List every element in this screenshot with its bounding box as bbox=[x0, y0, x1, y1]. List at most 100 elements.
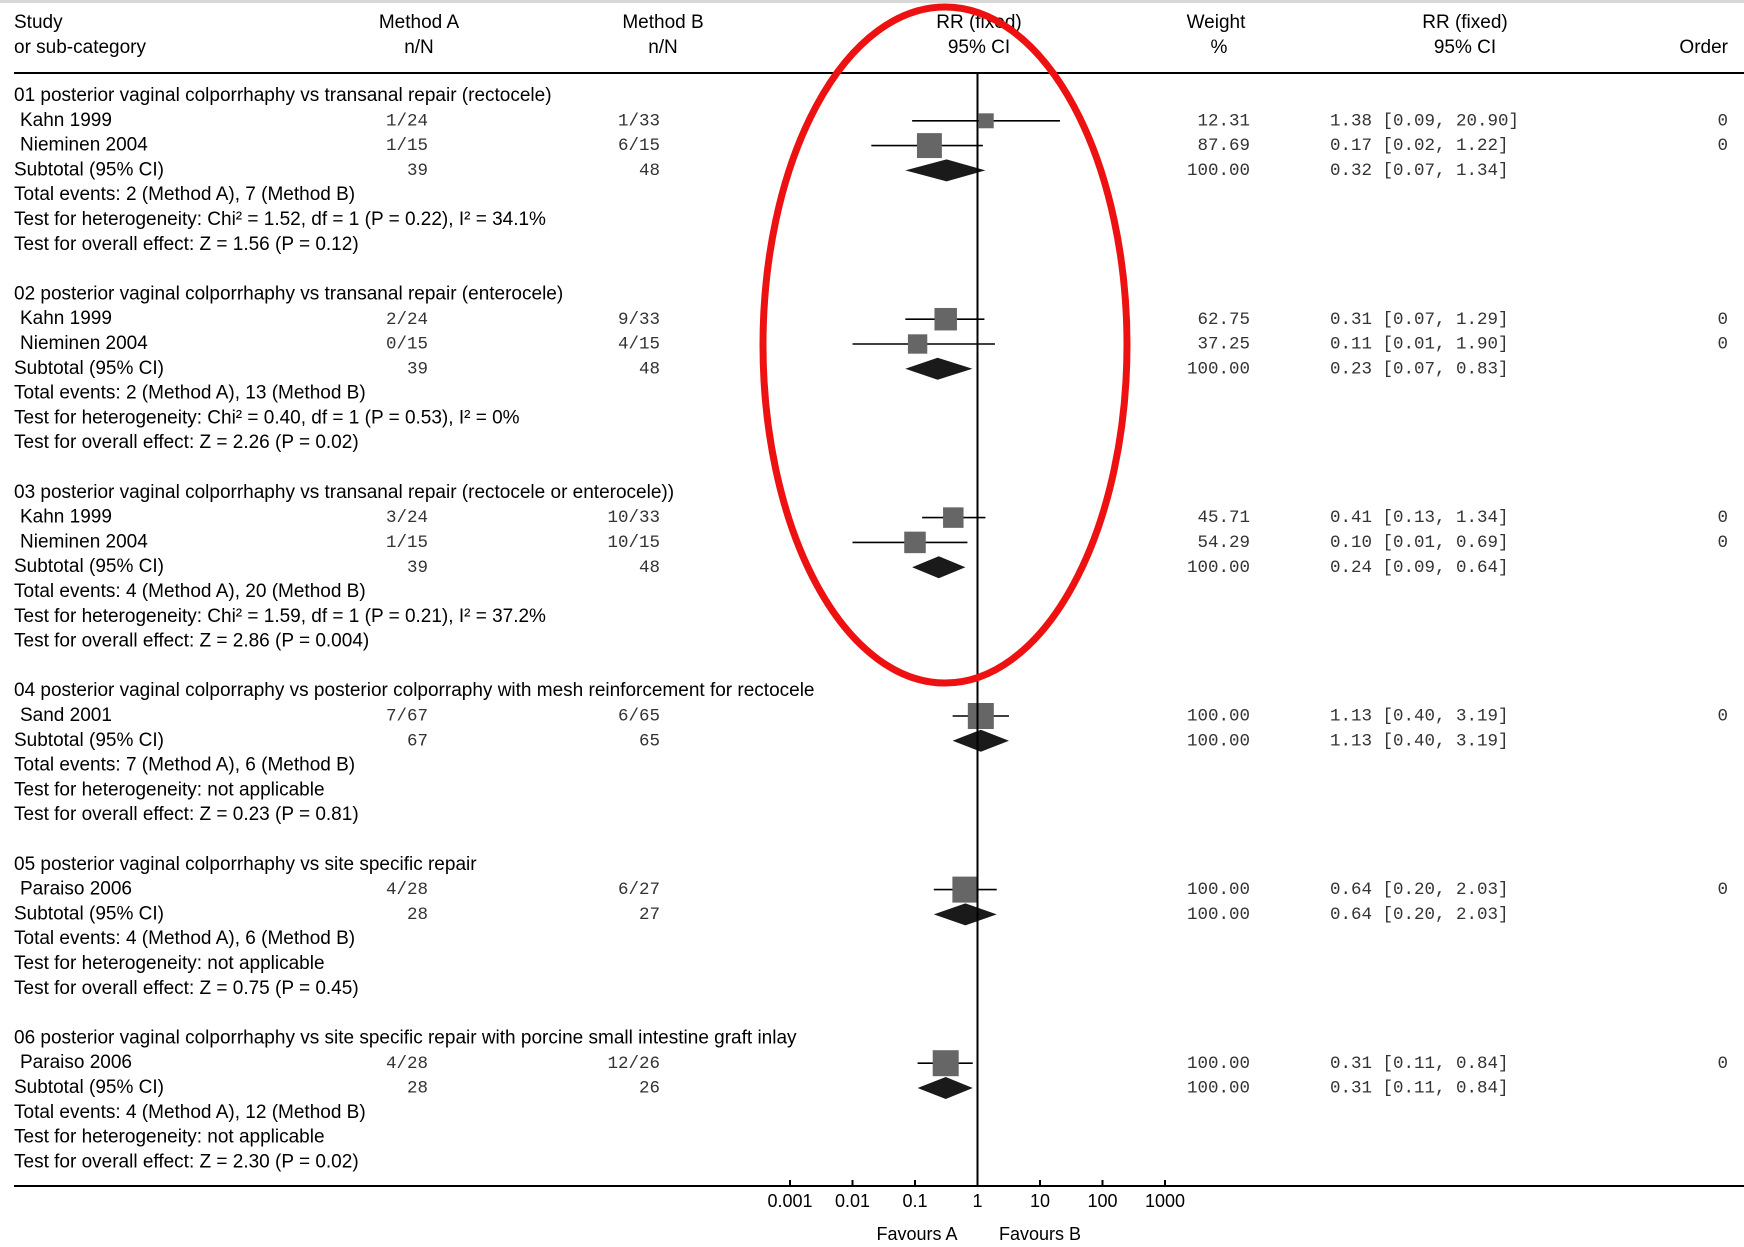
study-order: 0 bbox=[1717, 508, 1728, 528]
study-rr-ci: 0.64 [0.20, 2.03] bbox=[1330, 880, 1509, 900]
subtotal-b: 26 bbox=[639, 1079, 660, 1099]
header-method-a: Method A bbox=[379, 12, 460, 33]
study-row: Nieminen 2004 0/15 4/15 37.25 0.11 [0.01, 1.… bbox=[20, 333, 1728, 355]
subgroup-title: 03 posterior vaginal colporrhaphy vs tra… bbox=[14, 482, 674, 503]
study-weight: 100.00 bbox=[1187, 707, 1250, 727]
subgroup-note: Test for heterogeneity: not applicable bbox=[14, 779, 325, 800]
x-axis: 0.001 0.01 0.1 1 10 100 1000 Favours A Favours B bbox=[14, 74, 1744, 1244]
study-weight: 62.75 bbox=[1197, 310, 1250, 330]
point-estimate-square bbox=[904, 531, 926, 554]
header-method-a-sub: n/N bbox=[404, 37, 434, 58]
subgroup-title: 02 posterior vaginal colporrhaphy vs tra… bbox=[14, 283, 563, 304]
subtotal-diamond bbox=[912, 556, 966, 579]
subtotal-rr-ci: 0.23 [0.07, 0.83] bbox=[1330, 359, 1509, 379]
subtotal-rr-ci: 0.24 [0.09, 0.64] bbox=[1330, 558, 1509, 578]
study-weight: 100.00 bbox=[1187, 1054, 1250, 1074]
subgroup-note: Total events: 2 (Method A), 7 (Method B) bbox=[14, 184, 355, 205]
subgroup-note: Total events: 7 (Method A), 6 (Method B) bbox=[14, 755, 355, 776]
method-b-events: 12/26 bbox=[607, 1054, 660, 1074]
subtotal-rr-ci: 1.13 [0.40, 3.19] bbox=[1330, 731, 1509, 751]
study-row: Nieminen 2004 1/15 6/15 87.69 0.17 [0.02, 1.… bbox=[20, 133, 1728, 159]
method-b-events: 1/33 bbox=[618, 111, 660, 131]
subgroup-note: Test for overall effect: Z = 0.23 (P = 0… bbox=[14, 804, 359, 825]
study-order: 0 bbox=[1717, 310, 1728, 330]
subgroup-note: Total events: 4 (Method A), 20 (Method B… bbox=[14, 581, 366, 602]
subtotal-a: 39 bbox=[407, 359, 428, 379]
study-row: Kahn 1999 3/24 10/33 45.71 0.41 [0.13, 1.34]… bbox=[20, 507, 1728, 529]
subgroup-note: Test for overall effect: Z = 2.30 (P = 0… bbox=[14, 1151, 359, 1172]
study-weight: 54.29 bbox=[1197, 533, 1250, 553]
forest-rows: 01 posterior vaginal colporrhaphy vs tra… bbox=[14, 85, 1728, 1172]
point-estimate-square bbox=[916, 133, 942, 159]
subtotal-label: Subtotal (95% CI) bbox=[14, 159, 164, 180]
subgroup-title: 04 posterior vaginal colporraphy vs post… bbox=[14, 680, 815, 701]
point-estimate-square bbox=[943, 507, 964, 528]
subgroup-note: Test for heterogeneity: Chi² = 1.59, df … bbox=[14, 606, 546, 627]
subtotal-weight: 100.00 bbox=[1187, 905, 1250, 925]
axis-tick-label: 0.001 bbox=[767, 1191, 812, 1211]
study-name: Kahn 1999 bbox=[20, 308, 112, 329]
subtotal-weight: 100.00 bbox=[1187, 1079, 1250, 1099]
subgroup-note: Test for heterogeneity: not applicable bbox=[14, 953, 325, 974]
study-order: 0 bbox=[1717, 136, 1728, 156]
method-b-events: 6/15 bbox=[618, 136, 660, 156]
header-study: Study bbox=[14, 12, 63, 33]
study-name: Paraiso 2006 bbox=[20, 879, 132, 900]
method-a-events: 4/28 bbox=[386, 1054, 428, 1074]
method-a-events: 4/28 bbox=[386, 880, 428, 900]
subtotal-label: Subtotal (95% CI) bbox=[14, 903, 164, 924]
study-name: Nieminen 2004 bbox=[20, 135, 148, 156]
subtotal-row: Subtotal (95% CI) 67 65 100.00 1.13 [0.40, 3… bbox=[14, 729, 1509, 752]
subtotal-row: Subtotal (95% CI) 28 26 100.00 0.31 [0.11, 0… bbox=[14, 1077, 1509, 1099]
subgroup-5: 05 posterior vaginal colporrhaphy vs sit… bbox=[14, 854, 1728, 999]
study-rr-ci: 0.11 [0.01, 1.90] bbox=[1330, 335, 1509, 355]
subtotal-b: 48 bbox=[639, 558, 660, 578]
annotation-layer bbox=[759, 3, 1131, 687]
axis-tick-label: 0.1 bbox=[902, 1191, 927, 1211]
study-name: Nieminen 2004 bbox=[20, 531, 148, 552]
study-rr-ci: 0.10 [0.01, 0.69] bbox=[1330, 533, 1509, 553]
subtotal-a: 28 bbox=[407, 905, 428, 925]
study-order: 0 bbox=[1717, 880, 1728, 900]
subtotal-label: Subtotal (95% CI) bbox=[14, 556, 164, 577]
study-order: 0 bbox=[1717, 1054, 1728, 1074]
subtotal-label: Subtotal (95% CI) bbox=[14, 358, 164, 379]
study-weight: 100.00 bbox=[1187, 880, 1250, 900]
subtotal-a: 28 bbox=[407, 1079, 428, 1099]
method-b-events: 4/15 bbox=[618, 335, 660, 355]
study-name: Paraiso 2006 bbox=[20, 1052, 132, 1073]
study-weight: 12.31 bbox=[1197, 111, 1250, 131]
method-a-events: 7/67 bbox=[386, 707, 428, 727]
subtotal-a: 39 bbox=[407, 558, 428, 578]
subtotal-weight: 100.00 bbox=[1187, 731, 1250, 751]
study-rr-ci: 0.17 [0.02, 1.22] bbox=[1330, 136, 1509, 156]
subtotal-a: 39 bbox=[407, 161, 428, 181]
subgroup-title: 05 posterior vaginal colporrhaphy vs sit… bbox=[14, 854, 477, 875]
method-b-events: 10/15 bbox=[607, 533, 660, 553]
header-method-b: Method B bbox=[622, 12, 703, 33]
point-estimate-square bbox=[934, 307, 957, 331]
axis-tick-label: 1 bbox=[972, 1191, 982, 1211]
subtotal-b: 65 bbox=[639, 731, 660, 751]
study-row: Nieminen 2004 1/15 10/15 54.29 0.10 [0.01, 0… bbox=[20, 531, 1728, 554]
study-order: 0 bbox=[1717, 111, 1728, 131]
point-estimate-square bbox=[907, 334, 928, 354]
subgroup-note: Test for heterogeneity: Chi² = 1.52, df … bbox=[14, 209, 546, 230]
study-name: Kahn 1999 bbox=[20, 110, 112, 131]
column-headers: Study or sub-category Method A n/N Method B n… bbox=[0, 0, 1744, 74]
method-b-events: 6/65 bbox=[618, 707, 660, 727]
point-estimate-square bbox=[952, 876, 979, 903]
study-order: 0 bbox=[1717, 335, 1728, 355]
subgroup-note: Test for overall effect: Z = 2.86 (P = 0… bbox=[14, 631, 369, 652]
axis-tick-label: 100 bbox=[1087, 1191, 1117, 1211]
favours-b-label: Favours B bbox=[999, 1224, 1081, 1242]
header-rr-plot-sub: 95% CI bbox=[948, 37, 1010, 58]
subtotal-diamond bbox=[952, 729, 1009, 752]
study-row: Kahn 1999 1/24 1/33 12.31 1.38 [0.09, 20.90]… bbox=[20, 110, 1728, 132]
subgroup-note: Total events: 2 (Method A), 13 (Method B… bbox=[14, 383, 366, 404]
subtotal-diamond bbox=[905, 159, 986, 182]
study-row: Sand 2001 7/67 6/65 100.00 1.13 [0.40, 3.19]… bbox=[20, 703, 1728, 729]
header-weight: Weight bbox=[1187, 12, 1247, 33]
study-rr-ci: 1.13 [0.40, 3.19] bbox=[1330, 707, 1509, 727]
